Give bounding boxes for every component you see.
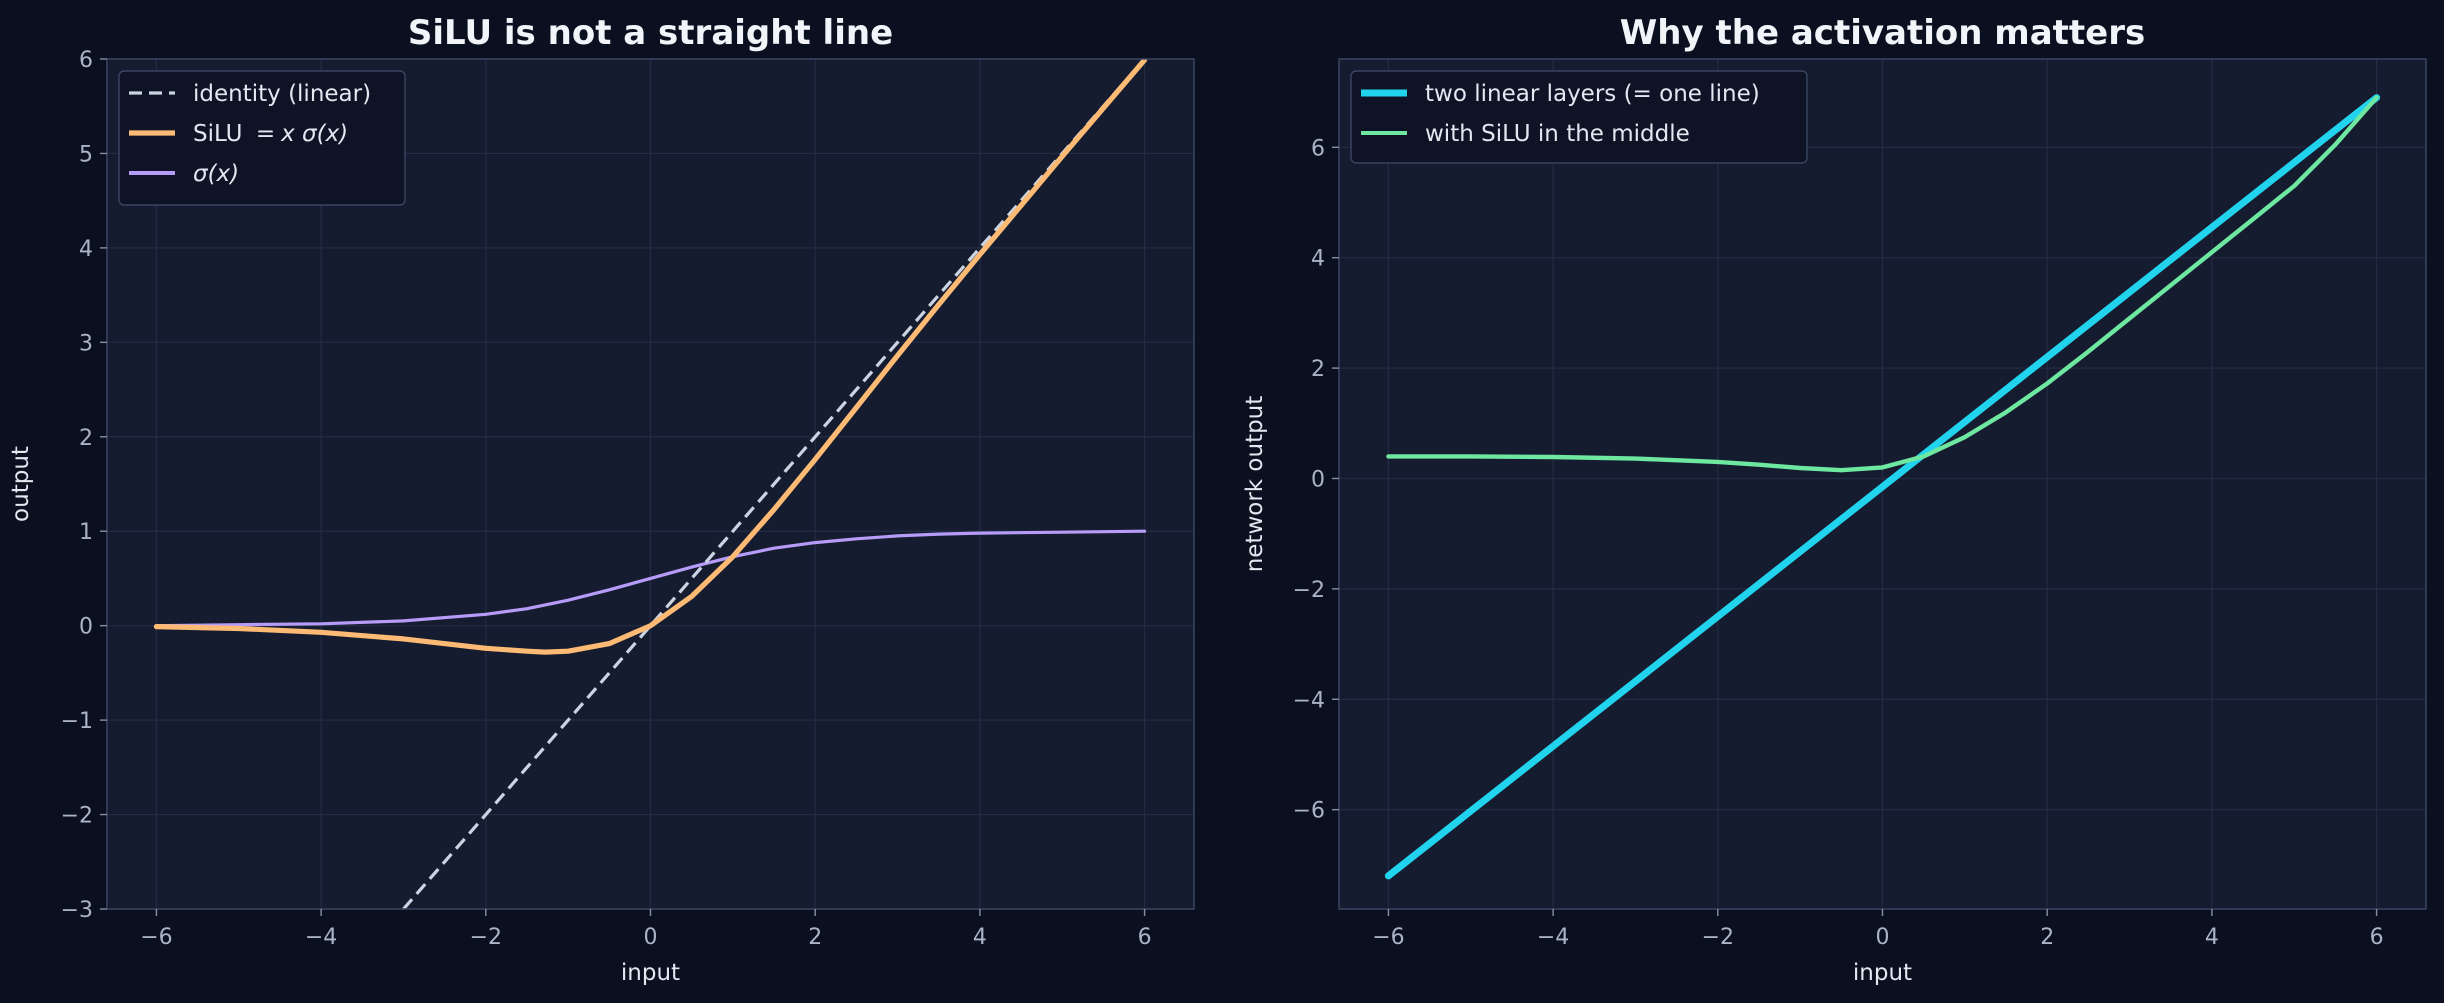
y-tick-label: 6 bbox=[1311, 136, 1325, 161]
series-group bbox=[1384, 94, 2381, 880]
x-tick-label: −2 bbox=[1702, 925, 1734, 950]
y-tick-label: 3 bbox=[79, 331, 93, 356]
y-tick-label: −3 bbox=[61, 898, 93, 923]
legend-label: SiLU = x σ(x) bbox=[193, 121, 348, 147]
y-axis-label: output bbox=[8, 446, 34, 522]
y-tick-label: 1 bbox=[79, 520, 93, 545]
x-tick-label: 0 bbox=[1876, 925, 1890, 950]
y-tick-label: 0 bbox=[79, 615, 93, 640]
chart-title: Why the activation matters bbox=[1620, 13, 2145, 53]
series-line-3 bbox=[154, 529, 1147, 628]
x-tick-label: 6 bbox=[1138, 925, 1152, 950]
x-tick-label: −4 bbox=[305, 925, 337, 950]
y-tick-label: −4 bbox=[1293, 688, 1325, 713]
x-tick-label: −6 bbox=[140, 925, 172, 950]
series-line-1 bbox=[402, 59, 1146, 909]
y-tick-label: 4 bbox=[79, 237, 93, 262]
y-tick-label: −1 bbox=[61, 709, 93, 734]
x-tick-label: −6 bbox=[1372, 925, 1404, 950]
y-tick-label: −6 bbox=[1293, 799, 1325, 824]
x-axis-label: input bbox=[1853, 960, 1912, 986]
chart-1: −6 −4 −2 0 2 4 6 −3 −2 −1 0 1 2 3 4 5 6 SiLU is not a str… bbox=[8, 13, 1195, 986]
chart-2: −6 −4 −2 0 2 4 6 −6 −4 −2 0 2 4 6 Why the activation m… bbox=[1242, 13, 2427, 986]
legend: two linear layers (= one line) with SiLU … bbox=[1350, 70, 1808, 164]
legend-box bbox=[118, 70, 406, 206]
legend-box bbox=[1350, 70, 1808, 164]
legend-label: with SiLU in the middle bbox=[1425, 121, 1690, 147]
y-tick-label: −2 bbox=[1293, 578, 1325, 603]
series-line-2 bbox=[153, 59, 1148, 655]
x-tick-label: 2 bbox=[808, 925, 822, 950]
legend-label: σ(x) bbox=[193, 161, 239, 187]
y-tick-label: 4 bbox=[1311, 247, 1325, 272]
series-line-1 bbox=[1384, 94, 2381, 880]
series-line-2 bbox=[1386, 95, 2379, 473]
y-tick-label: 0 bbox=[1311, 467, 1325, 492]
y-tick-label: 2 bbox=[79, 426, 93, 451]
legend: identity (linear) SiLU = x σ(x) σ(x) bbox=[118, 70, 406, 206]
x-tick-label: 0 bbox=[644, 925, 658, 950]
legend-label: identity (linear) bbox=[193, 81, 371, 107]
y-axis-label: network output bbox=[1242, 396, 1268, 573]
x-tick-label: 6 bbox=[2370, 925, 2384, 950]
x-tick-label: 4 bbox=[2205, 925, 2219, 950]
x-tick-label: 2 bbox=[2040, 925, 2054, 950]
x-tick-label: 4 bbox=[973, 925, 987, 950]
x-tick-label: −2 bbox=[470, 925, 502, 950]
grid bbox=[1339, 59, 2426, 909]
chart-title: SiLU is not a straight line bbox=[408, 13, 893, 53]
y-tick-label: 5 bbox=[79, 142, 93, 167]
x-tick-label: −4 bbox=[1537, 925, 1569, 950]
x-axis-label: input bbox=[621, 960, 680, 986]
legend-label: two linear layers (= one line) bbox=[1425, 81, 1760, 107]
y-tick-label: 2 bbox=[1311, 357, 1325, 382]
y-tick-label: 6 bbox=[79, 48, 93, 73]
series-group bbox=[153, 59, 1148, 909]
y-tick-label: −2 bbox=[61, 804, 93, 829]
